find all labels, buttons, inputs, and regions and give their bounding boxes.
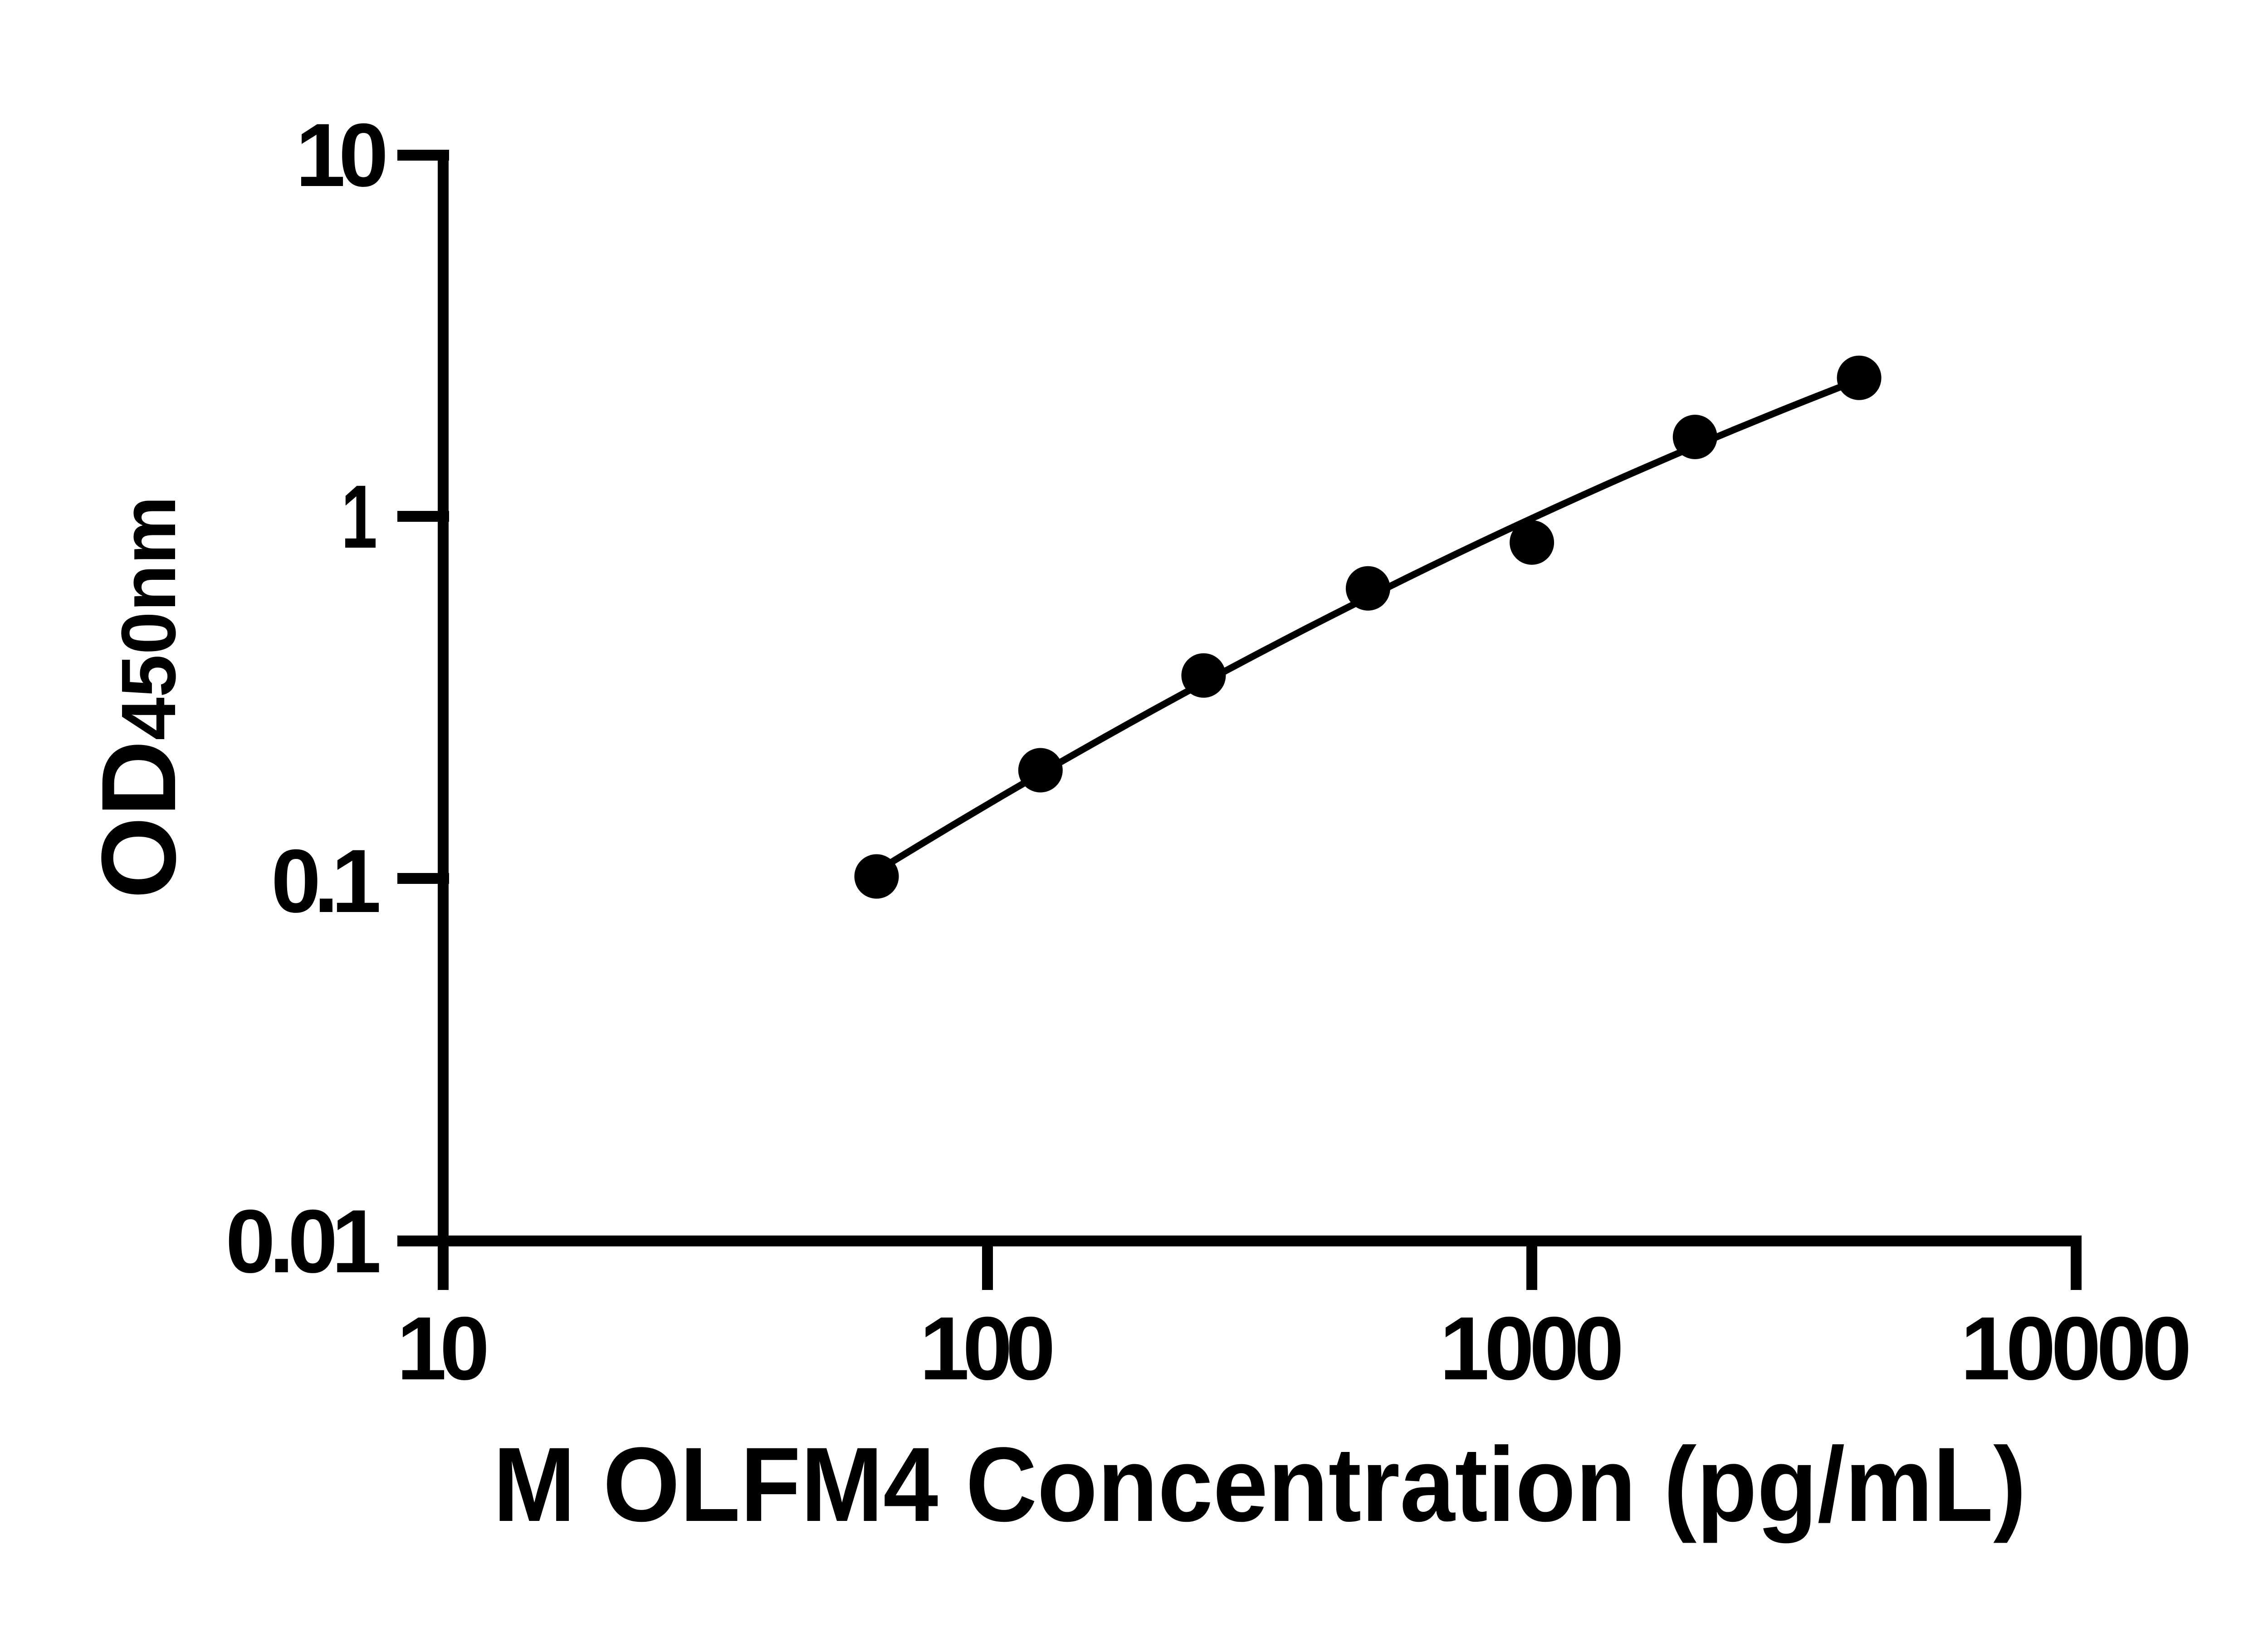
svg-text:10: 10 bbox=[397, 1298, 490, 1398]
svg-text:0.01: 0.01 bbox=[225, 1191, 381, 1291]
svg-text:M OLFM4 Concentration (pg/mL): M OLFM4 Concentration (pg/mL) bbox=[493, 1426, 2026, 1544]
svg-text:1: 1 bbox=[341, 466, 377, 567]
svg-text:10: 10 bbox=[296, 105, 389, 205]
svg-text:1000: 1000 bbox=[1440, 1298, 1624, 1398]
svg-text:100: 100 bbox=[919, 1298, 1056, 1398]
svg-text:0.1: 0.1 bbox=[271, 831, 381, 931]
svg-text:10000: 10000 bbox=[1960, 1298, 2192, 1398]
